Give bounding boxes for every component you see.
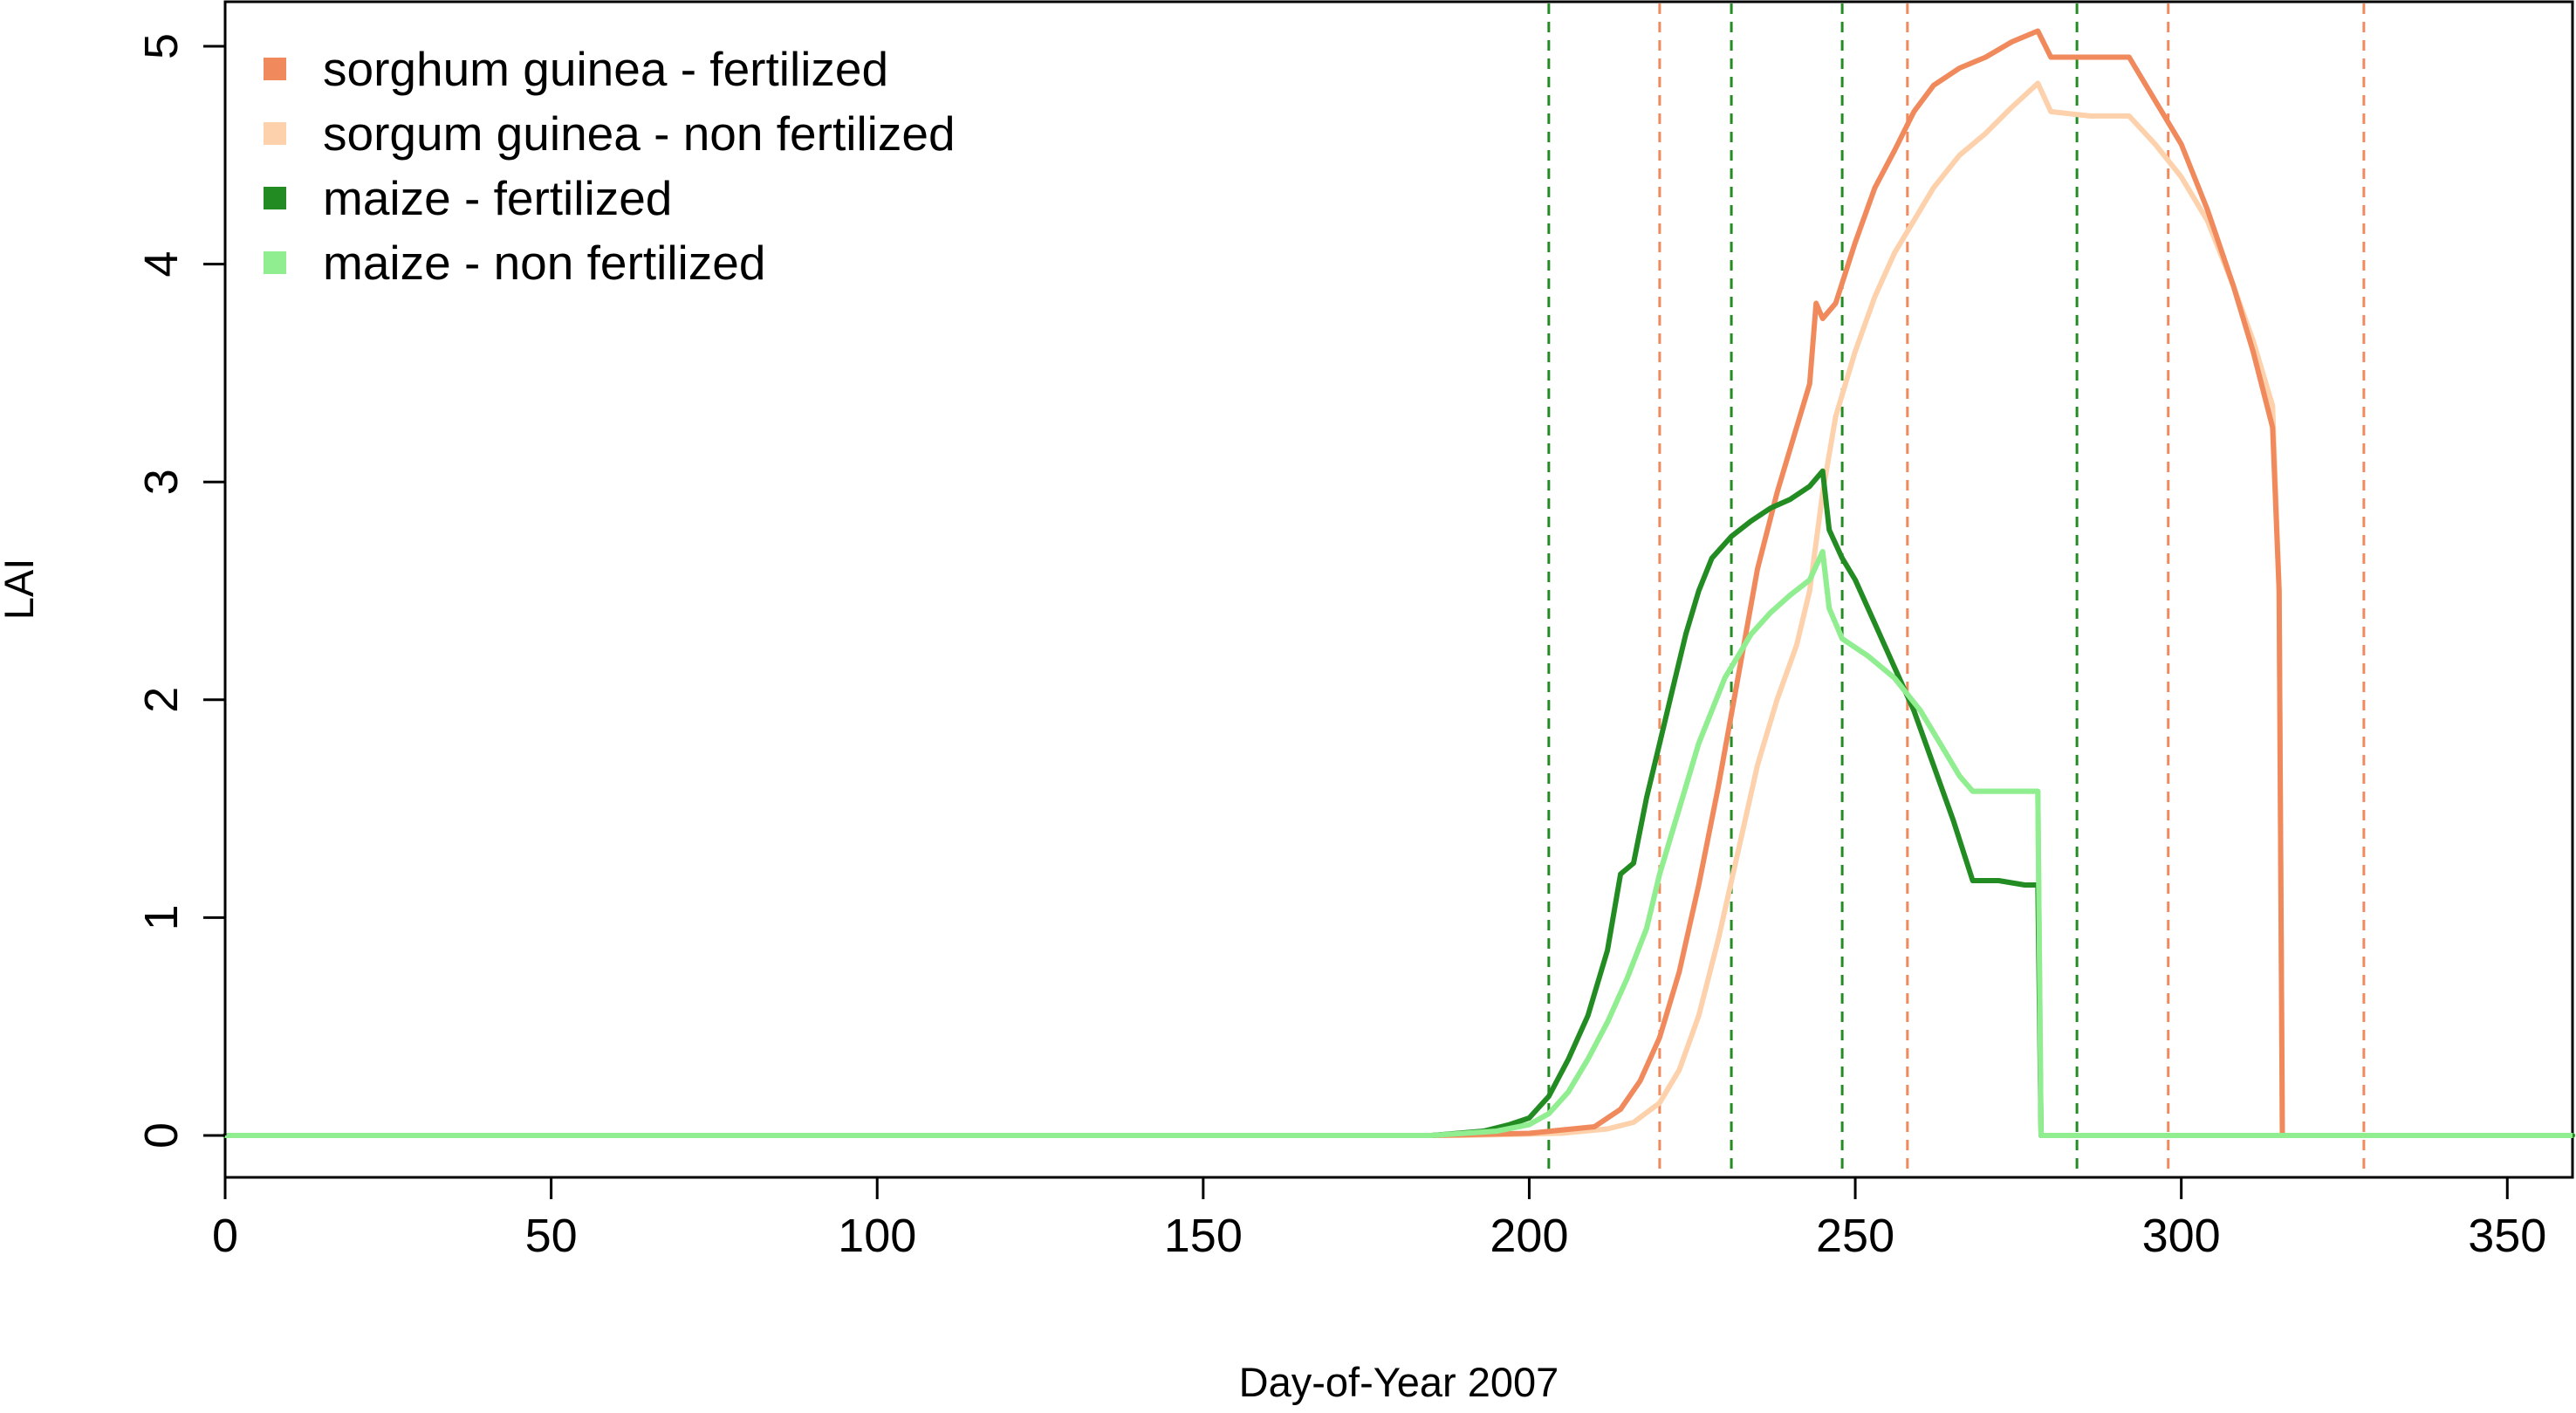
series-line-0 <box>223 28 2575 1138</box>
series-line-2 <box>223 468 2575 1138</box>
x-axis-title: Day-of-Year 2007 <box>1239 1359 1559 1405</box>
x-tick-label-200: 200 <box>1490 1210 1568 1262</box>
legend-swatch-3 <box>264 251 286 274</box>
legend-label-3: maize - non fertilized <box>323 236 765 290</box>
series-lines <box>223 28 2575 1138</box>
x-tick-label-50: 50 <box>525 1210 578 1262</box>
y-tick-label-1: 1 <box>135 904 188 930</box>
vertical-reference-lines <box>1547 3 2366 1176</box>
y-axis-title: LAI <box>0 559 42 621</box>
legend-label-2: maize - fertilized <box>323 171 672 225</box>
legend-swatch-2 <box>264 187 286 209</box>
legend-label-0: sorghum guinea - fertilized <box>323 42 888 96</box>
y-tick-label-3: 3 <box>135 469 188 495</box>
y-tick-label-4: 4 <box>135 251 188 278</box>
legend-label-1: sorgum guinea - non fertilized <box>323 106 956 161</box>
x-tick-label-150: 150 <box>1164 1210 1243 1262</box>
x-tick-label-250: 250 <box>1816 1210 1894 1262</box>
y-tick-label-0: 0 <box>135 1122 188 1149</box>
series-line-3-overlay <box>225 549 2573 1138</box>
legend-swatch-1 <box>264 122 286 145</box>
y-tick-label-5: 5 <box>135 33 188 59</box>
y-axis: 0 1 2 3 4 5 <box>135 33 227 1149</box>
x-axis: 0 50 100 150 200 250 300 350 <box>212 1176 2546 1262</box>
x-tick-label-0: 0 <box>212 1210 238 1262</box>
series-line-3 <box>223 549 2575 1138</box>
x-tick-label-350: 350 <box>2468 1210 2546 1262</box>
x-tick-label-300: 300 <box>2142 1210 2221 1262</box>
legend: sorghum guinea - fertilized sorgum guinea… <box>264 42 956 290</box>
series-line-1 <box>223 80 2575 1138</box>
x-tick-label-100: 100 <box>838 1210 916 1262</box>
legend-swatch-0 <box>264 58 286 80</box>
y-tick-label-2: 2 <box>135 687 188 713</box>
